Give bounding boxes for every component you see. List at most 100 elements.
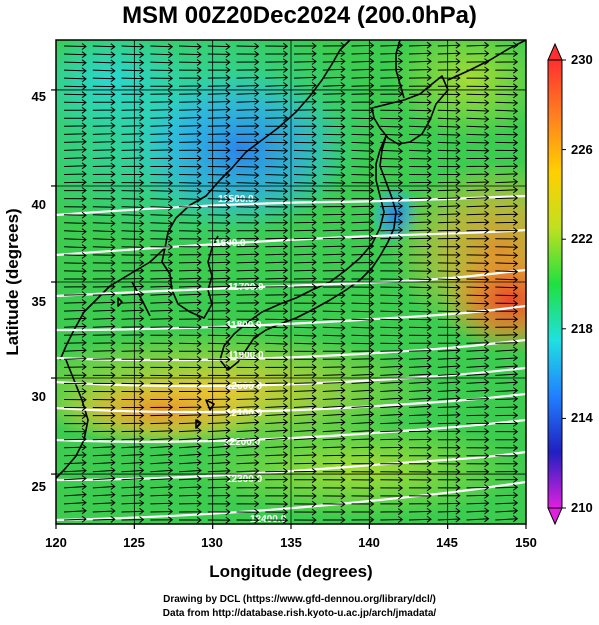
wind-arrow bbox=[92, 291, 116, 298]
wind-arrow bbox=[380, 316, 404, 324]
wind-arrow bbox=[466, 83, 490, 90]
wind-arrow bbox=[495, 346, 519, 354]
wind-arrow bbox=[63, 299, 87, 306]
contour-label: 12400.0 bbox=[250, 514, 287, 525]
wind-arrow bbox=[121, 259, 145, 267]
wind-arrow bbox=[92, 228, 116, 235]
wind-arrow bbox=[236, 291, 260, 298]
wind-arrow bbox=[150, 235, 174, 243]
wind-arrow bbox=[236, 155, 260, 163]
wind-arrow bbox=[293, 492, 317, 500]
wind-arrow bbox=[380, 202, 404, 210]
wind-arrow bbox=[150, 243, 174, 251]
wind-arrow bbox=[63, 363, 87, 371]
wind-arrow bbox=[178, 483, 202, 491]
wind-arrow bbox=[178, 356, 202, 363]
wind-arrow bbox=[495, 444, 519, 452]
wind-arrow bbox=[466, 476, 490, 484]
wind-arrow bbox=[294, 355, 317, 363]
contour-label: 12200.0 bbox=[224, 437, 261, 448]
wind-arrow bbox=[322, 123, 346, 130]
wind-arrow bbox=[121, 51, 145, 59]
wind-arrow bbox=[322, 211, 346, 218]
wind-arrow bbox=[351, 332, 375, 340]
wind-arrow bbox=[495, 219, 519, 226]
wind-arrow bbox=[179, 516, 202, 524]
wind-arrow bbox=[121, 130, 145, 137]
wind-arrow bbox=[178, 435, 202, 442]
wind-arrow bbox=[92, 67, 116, 75]
wind-arrow bbox=[437, 515, 461, 523]
wind-arrow bbox=[322, 443, 346, 451]
wind-arrow bbox=[121, 146, 145, 154]
wind-arrow bbox=[92, 331, 116, 339]
wind-arrow bbox=[293, 98, 317, 105]
contour-label: 11600.0 bbox=[210, 238, 246, 249]
wind-arrow bbox=[351, 187, 375, 195]
wind-arrow bbox=[408, 163, 432, 171]
colorbar-label: 210 bbox=[571, 500, 593, 515]
wind-arrow bbox=[437, 394, 461, 402]
wind-arrow bbox=[351, 171, 375, 179]
wind-arrow bbox=[178, 227, 202, 235]
wind-arrow bbox=[495, 186, 519, 194]
wind-arrow bbox=[466, 139, 490, 147]
wind-arrow bbox=[293, 379, 317, 387]
wind-arrow bbox=[178, 467, 202, 474]
wind-arrow bbox=[293, 139, 317, 147]
wind-arrow bbox=[63, 75, 87, 83]
wind-arrow bbox=[351, 42, 375, 49]
wind-arrow bbox=[495, 115, 519, 123]
wind-arrow bbox=[121, 507, 145, 515]
wind-arrow bbox=[437, 186, 461, 194]
wind-arrow bbox=[150, 130, 174, 137]
wind-arrow bbox=[293, 42, 317, 50]
wind-arrow bbox=[121, 236, 145, 243]
wind-arrow bbox=[466, 452, 490, 460]
wind-arrow bbox=[236, 484, 260, 491]
wind-arrow bbox=[92, 259, 116, 267]
wind-arrow bbox=[63, 475, 87, 482]
wind-arrow bbox=[408, 402, 432, 410]
y-tick-label: 45 bbox=[32, 89, 46, 104]
colorbar-min-triangle bbox=[547, 507, 563, 526]
wind-arrow bbox=[150, 380, 174, 387]
wind-arrow bbox=[322, 73, 346, 81]
wind-arrow bbox=[466, 268, 490, 275]
wind-arrow bbox=[207, 434, 231, 442]
wind-arrow bbox=[92, 491, 116, 498]
wind-arrow bbox=[293, 324, 317, 332]
wind-arrow bbox=[121, 298, 145, 306]
wind-arrow bbox=[121, 483, 145, 490]
wind-arrow bbox=[265, 122, 289, 130]
wind-arrow bbox=[293, 348, 317, 355]
wind-arrow bbox=[380, 210, 404, 218]
wind-arrow bbox=[265, 283, 289, 290]
wind-arrow bbox=[207, 340, 231, 348]
wind-arrow bbox=[466, 323, 490, 331]
wind-arrow bbox=[92, 459, 116, 466]
wind-arrow bbox=[495, 515, 519, 523]
wind-arrow bbox=[236, 356, 260, 363]
colorbar-max-triangle bbox=[547, 42, 563, 61]
wind-arrow bbox=[380, 115, 404, 123]
wind-arrow bbox=[495, 378, 519, 386]
wind-arrow bbox=[121, 90, 145, 98]
wind-arrow bbox=[380, 187, 404, 194]
wind-arrow bbox=[150, 491, 174, 499]
wind-arrow bbox=[207, 90, 231, 97]
wind-arrow bbox=[351, 283, 375, 291]
wind-arrow bbox=[92, 212, 116, 219]
wind-arrow bbox=[121, 355, 145, 363]
wind-arrow bbox=[207, 500, 231, 508]
wind-arrow bbox=[121, 138, 145, 145]
wind-arrow bbox=[495, 268, 519, 276]
wind-arrow bbox=[265, 291, 289, 299]
wind-arrow bbox=[63, 244, 87, 251]
wind-arrow bbox=[92, 475, 116, 482]
wind-arrow bbox=[466, 99, 490, 107]
wind-arrow bbox=[63, 203, 87, 211]
wind-arrow bbox=[63, 404, 87, 412]
wind-arrow bbox=[207, 467, 231, 475]
wind-arrow bbox=[265, 340, 289, 348]
